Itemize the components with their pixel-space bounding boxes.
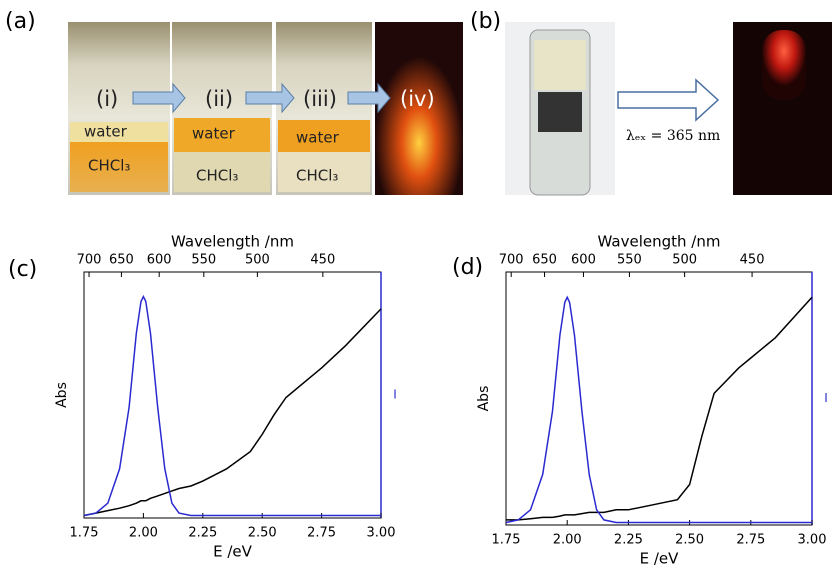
excitation-label: λₑₓ = 365 nm	[626, 128, 720, 144]
x2-tick-label: 600	[571, 253, 596, 268]
layer-label: CHCl₃	[88, 157, 130, 175]
x2-tick-label: 450	[310, 253, 335, 268]
layer-label: water	[296, 129, 340, 147]
x2-axis-title: Wavelength /nm	[598, 233, 721, 251]
x-tick-label: 3.00	[798, 533, 827, 548]
panel-label: (b)	[470, 9, 501, 34]
y2-axis-title: I	[824, 391, 828, 405]
x-tick-label: 1.75	[70, 526, 99, 541]
x-tick-label: 2.75	[736, 533, 765, 548]
x2-tick-label: 550	[617, 253, 642, 268]
x2-tick-label: 700	[77, 253, 102, 268]
x2-tick-label: 650	[109, 253, 134, 268]
panel-label: (c)	[8, 257, 37, 282]
x-tick-label: 2.00	[553, 533, 582, 548]
step-label: (ii)	[205, 87, 233, 111]
x-tick-label: 1.75	[492, 533, 521, 548]
step-label: (iv)	[400, 87, 435, 111]
x2-axis-title: Wavelength /nm	[171, 233, 294, 251]
x-axis-title: E /eV	[640, 550, 680, 568]
layer-label: water	[84, 123, 128, 141]
plot-frame	[506, 272, 812, 525]
layer-label: CHCl₃	[196, 167, 238, 185]
panel-label: (a)	[5, 9, 36, 34]
series-line	[506, 297, 812, 520]
x-tick-label: 2.50	[248, 526, 277, 541]
x-tick-label: 2.00	[129, 526, 158, 541]
x2-tick-label: 500	[672, 253, 697, 268]
y-axis-title: Abs	[476, 386, 492, 412]
x-tick-label: 2.75	[307, 526, 336, 541]
series-line	[84, 297, 381, 516]
x2-tick-label: 700	[499, 253, 524, 268]
x2-tick-label: 600	[147, 253, 172, 268]
series-line	[506, 297, 812, 522]
step-label: (iii)	[303, 87, 337, 111]
x-tick-label: 2.25	[188, 526, 217, 541]
photo-tube	[505, 22, 615, 195]
x-tick-label: 3.00	[367, 526, 396, 541]
figure: (a) (i) (ii) (iii) (iv) water CHCl₃ wate…	[0, 0, 835, 568]
plot-frame	[84, 272, 381, 518]
x-axis-title: E /eV	[213, 543, 253, 561]
x2-tick-label: 500	[245, 253, 270, 268]
layer-label: CHCl₃	[296, 167, 338, 185]
panel-label: (d)	[452, 255, 483, 280]
arrow	[618, 80, 718, 120]
x2-tick-label: 650	[532, 253, 557, 268]
x-tick-label: 2.25	[614, 533, 643, 548]
photo-tube-uv	[733, 22, 832, 195]
x2-tick-label: 550	[191, 253, 216, 268]
y2-axis-title: I	[393, 388, 397, 402]
step-label: (i)	[96, 87, 118, 111]
layer-label: water	[192, 125, 236, 143]
x-tick-label: 2.50	[675, 533, 704, 548]
x2-tick-label: 450	[740, 253, 765, 268]
y-axis-title: Abs	[54, 382, 70, 408]
